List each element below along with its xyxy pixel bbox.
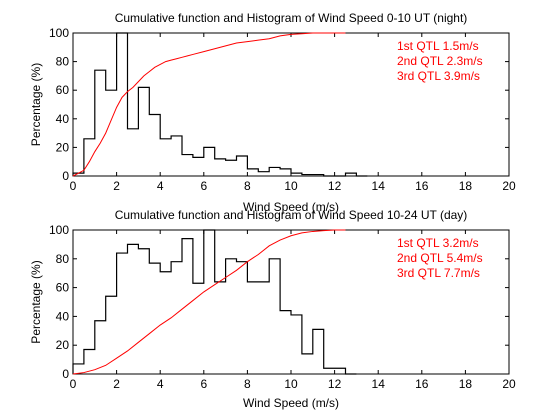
plot-area-2 <box>72 229 510 375</box>
quartile-annotation: 3rd QTL 3.9m/s <box>397 69 480 83</box>
y-tick-label: 0 <box>62 367 69 381</box>
y-tick-label: 100 <box>49 26 69 40</box>
x-tick-label: 8 <box>244 179 251 193</box>
quartile-annotation: 1st QTL 3.2m/s <box>397 236 479 250</box>
x-tick-label: 16 <box>415 179 429 193</box>
histogram-line-2 <box>72 229 357 375</box>
quartile-annotation: 3rd QTL 7.7m/s <box>397 266 480 280</box>
y-tick-label: 40 <box>56 112 70 126</box>
y-axis-label-1: Percentage (%) <box>29 63 43 146</box>
x-tick-label: 0 <box>70 179 77 193</box>
histogram-line-1 <box>72 32 368 177</box>
x-tick-label: 2 <box>113 179 120 193</box>
x-axis-label-1: Wind Speed (m/s) <box>243 200 339 214</box>
y-tick-label: 100 <box>49 223 69 237</box>
y-tick-label: 20 <box>56 140 70 154</box>
quartile-annotation: 2nd QTL 5.4m/s <box>397 251 483 265</box>
x-tick-label: 18 <box>459 179 473 193</box>
x-tick-label: 12 <box>328 377 342 391</box>
x-tick-label: 2 <box>113 377 120 391</box>
y-tick-label: 60 <box>56 83 70 97</box>
y-tick-label: 60 <box>56 281 70 295</box>
y-tick-label: 80 <box>56 55 70 69</box>
x-tick-label: 20 <box>502 377 516 391</box>
chart-title-1: Cumulative function and Histogram of Win… <box>115 11 468 25</box>
y-tick-label: 80 <box>56 252 70 266</box>
plot-area-1 <box>72 32 510 177</box>
x-tick-label: 18 <box>459 377 473 391</box>
x-tick-label: 0 <box>70 377 77 391</box>
x-tick-label: 12 <box>328 179 342 193</box>
x-tick-label: 10 <box>284 179 298 193</box>
x-tick-label: 14 <box>372 377 386 391</box>
y-tick-label: 20 <box>56 338 70 352</box>
y-tick-label: 40 <box>56 309 70 323</box>
y-tick-label: 0 <box>62 169 69 183</box>
x-tick-label: 14 <box>372 179 386 193</box>
x-tick-label: 4 <box>157 377 164 391</box>
y-axis-label-2: Percentage (%) <box>29 260 43 343</box>
x-tick-label: 20 <box>502 179 516 193</box>
cumulative-line-1 <box>72 32 346 177</box>
x-tick-label: 4 <box>157 179 164 193</box>
quartile-annotation: 1st QTL 1.5m/s <box>397 39 479 53</box>
x-axis-label-2: Wind Speed (m/s) <box>243 396 339 410</box>
chart-title-2: Cumulative function and Histogram of Win… <box>115 208 468 222</box>
x-tick-label: 8 <box>244 377 251 391</box>
quartile-annotation: 2nd QTL 2.3m/s <box>397 54 483 68</box>
x-tick-label: 16 <box>415 377 429 391</box>
cumulative-line-2 <box>72 229 346 375</box>
x-tick-label: 10 <box>284 377 298 391</box>
x-tick-label: 6 <box>200 179 207 193</box>
x-tick-label: 6 <box>200 377 207 391</box>
